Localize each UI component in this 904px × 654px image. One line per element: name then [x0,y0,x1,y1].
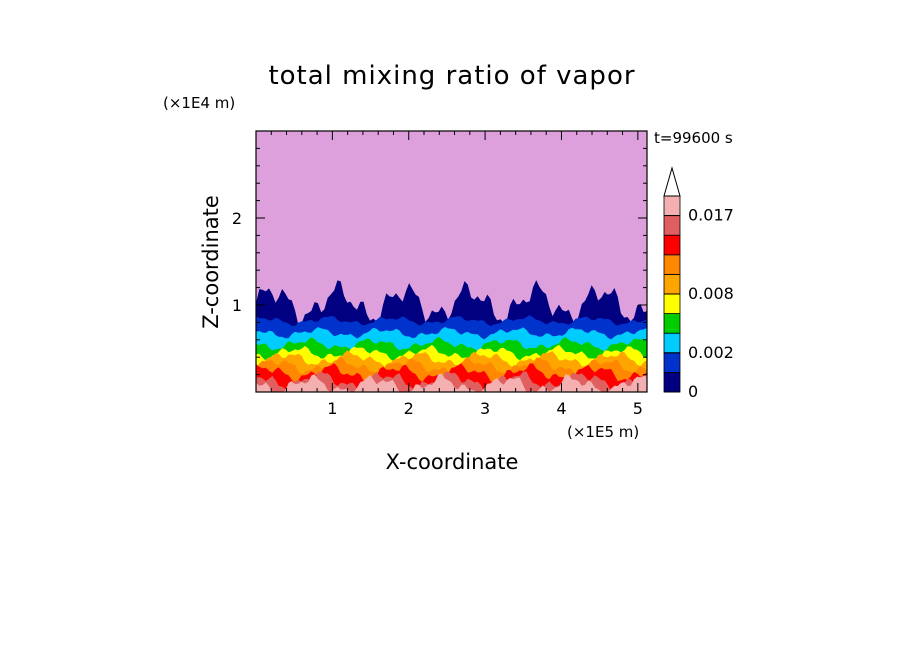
colorbar-segment [663,273,681,295]
colorbar-label: 0.008 [688,284,734,303]
x-tick-label: 2 [404,399,414,418]
colorbar-segment [663,293,681,315]
colorbar-segment [663,254,681,275]
colorbar-extend-arrow [663,166,681,197]
colorbar: 0 0.002 0.008 0.017 [663,166,734,401]
x-tick-label: 3 [480,399,490,418]
colorbar-label: 0 [688,382,698,401]
contour-band [256,371,647,392]
x-axis-unit: (×1E5 m) [567,423,639,441]
x-axis-label: X-coordinate [386,450,519,474]
colorbar-segment [663,195,681,217]
time-label: t=99600 s [654,129,733,147]
y-axis-label: Z-coordinate [199,195,223,329]
colorbar-segment [663,352,681,373]
colorbar-label: 0.002 [688,343,734,362]
colorbar-segment [663,215,681,236]
x-tick-label: 4 [556,399,566,418]
axes: 1 2 3 4 5 1 2 [232,130,648,418]
y-tick-label: 1 [232,296,242,315]
contour-band [256,373,647,392]
plot-area [256,131,647,392]
y-tick-label: 2 [232,209,242,228]
plot-frame [255,130,648,393]
colorbar-segment [663,332,681,354]
x-tick-label: 1 [327,399,337,418]
colorbar-segment [663,234,681,256]
x-tick-label: 5 [633,399,643,418]
colorbar-segment [663,371,681,393]
chart-title: total mixing ratio of vapor [268,61,635,91]
colorbar-label: 0.017 [688,206,734,225]
colorbar-segment [663,313,681,334]
y-axis-unit: (×1E4 m) [163,94,235,112]
